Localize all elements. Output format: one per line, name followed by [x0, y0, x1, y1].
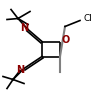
Text: N: N	[20, 23, 29, 33]
Text: Cl: Cl	[84, 14, 93, 23]
Text: N: N	[16, 65, 25, 75]
Text: O: O	[61, 35, 70, 45]
